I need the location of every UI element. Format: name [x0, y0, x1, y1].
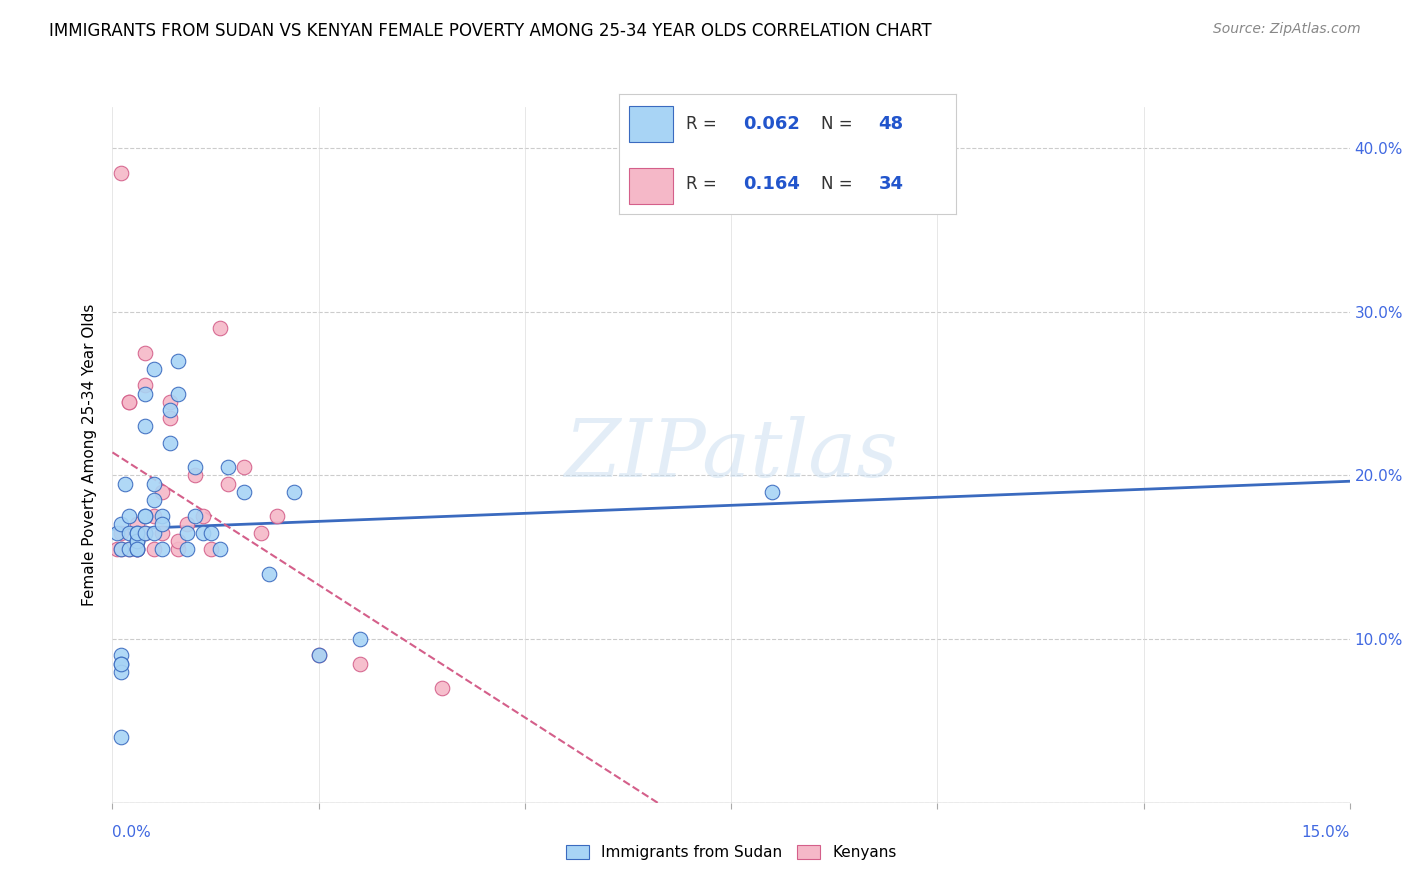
Text: Source: ZipAtlas.com: Source: ZipAtlas.com [1213, 22, 1361, 37]
Text: N =: N = [821, 115, 858, 133]
Point [118, 525, 141, 540]
FancyBboxPatch shape [628, 106, 672, 142]
Point [110, 165, 132, 179]
Point [110, 542, 132, 557]
Point [150, 517, 173, 532]
Point [167, 533, 190, 548]
Point [127, 542, 149, 557]
Text: 0.164: 0.164 [744, 175, 800, 193]
Text: 48: 48 [879, 115, 904, 133]
Point [110, 517, 132, 532]
Point [142, 476, 165, 491]
Text: 0.0%: 0.0% [112, 825, 152, 840]
Text: N =: N = [821, 175, 858, 193]
Point [110, 542, 132, 557]
Text: IMMIGRANTS FROM SUDAN VS KENYAN FEMALE POVERTY AMONG 25-34 YEAR OLDS CORRELATION: IMMIGRANTS FROM SUDAN VS KENYAN FEMALE P… [49, 22, 932, 40]
Point [159, 435, 181, 450]
Point [134, 525, 156, 540]
Point [105, 542, 128, 557]
Point [208, 542, 231, 557]
Point [283, 484, 305, 499]
Point [105, 525, 128, 540]
Point [167, 353, 190, 368]
Point [266, 509, 288, 524]
Point [134, 525, 156, 540]
Point [150, 484, 173, 499]
Point [134, 386, 156, 401]
Point [150, 542, 173, 557]
Y-axis label: Female Poverty Among 25-34 Year Olds: Female Poverty Among 25-34 Year Olds [82, 304, 97, 606]
Point [142, 509, 165, 524]
Point [193, 525, 215, 540]
Point [349, 632, 371, 646]
Point [118, 394, 141, 409]
Point [184, 460, 207, 475]
Legend: Immigrants from Sudan, Kenyans: Immigrants from Sudan, Kenyans [560, 839, 903, 866]
Point [250, 525, 273, 540]
Point [114, 476, 136, 491]
Point [118, 542, 141, 557]
Point [127, 533, 149, 548]
Point [118, 542, 141, 557]
Point [127, 542, 149, 557]
Point [308, 648, 330, 663]
Point [134, 509, 156, 524]
Point [134, 509, 156, 524]
Point [176, 525, 198, 540]
Point [127, 533, 149, 548]
Point [134, 345, 156, 359]
Text: ZIPatlas: ZIPatlas [564, 417, 898, 493]
Point [118, 509, 141, 524]
Point [142, 362, 165, 376]
Point [127, 525, 149, 540]
Point [233, 460, 256, 475]
Point [176, 517, 198, 532]
Point [110, 657, 132, 671]
Point [127, 542, 149, 557]
Point [217, 476, 239, 491]
Point [110, 525, 132, 540]
Text: 0.062: 0.062 [744, 115, 800, 133]
Point [127, 517, 149, 532]
Point [142, 542, 165, 557]
FancyBboxPatch shape [628, 169, 672, 204]
Point [233, 484, 256, 499]
Point [761, 484, 783, 499]
Point [127, 533, 149, 548]
Point [150, 525, 173, 540]
Point [142, 525, 165, 540]
Point [110, 665, 132, 679]
Point [167, 542, 190, 557]
Point [208, 321, 231, 335]
Point [184, 509, 207, 524]
Text: 15.0%: 15.0% [1302, 825, 1350, 840]
Point [217, 460, 239, 475]
Text: R =: R = [686, 175, 723, 193]
Point [184, 468, 207, 483]
Point [176, 542, 198, 557]
Point [118, 394, 141, 409]
Point [134, 378, 156, 392]
Point [349, 657, 371, 671]
Point [257, 566, 280, 581]
Point [200, 542, 222, 557]
Point [134, 419, 156, 434]
Point [110, 648, 132, 663]
Point [200, 525, 222, 540]
Point [110, 731, 132, 745]
Text: 34: 34 [879, 175, 904, 193]
Point [167, 386, 190, 401]
Point [142, 492, 165, 507]
Point [432, 681, 454, 696]
Point [127, 542, 149, 557]
Point [159, 394, 181, 409]
Point [159, 403, 181, 417]
Point [110, 657, 132, 671]
Point [308, 648, 330, 663]
Point [159, 411, 181, 425]
Point [127, 525, 149, 540]
Point [193, 509, 215, 524]
Point [150, 509, 173, 524]
Text: R =: R = [686, 115, 723, 133]
